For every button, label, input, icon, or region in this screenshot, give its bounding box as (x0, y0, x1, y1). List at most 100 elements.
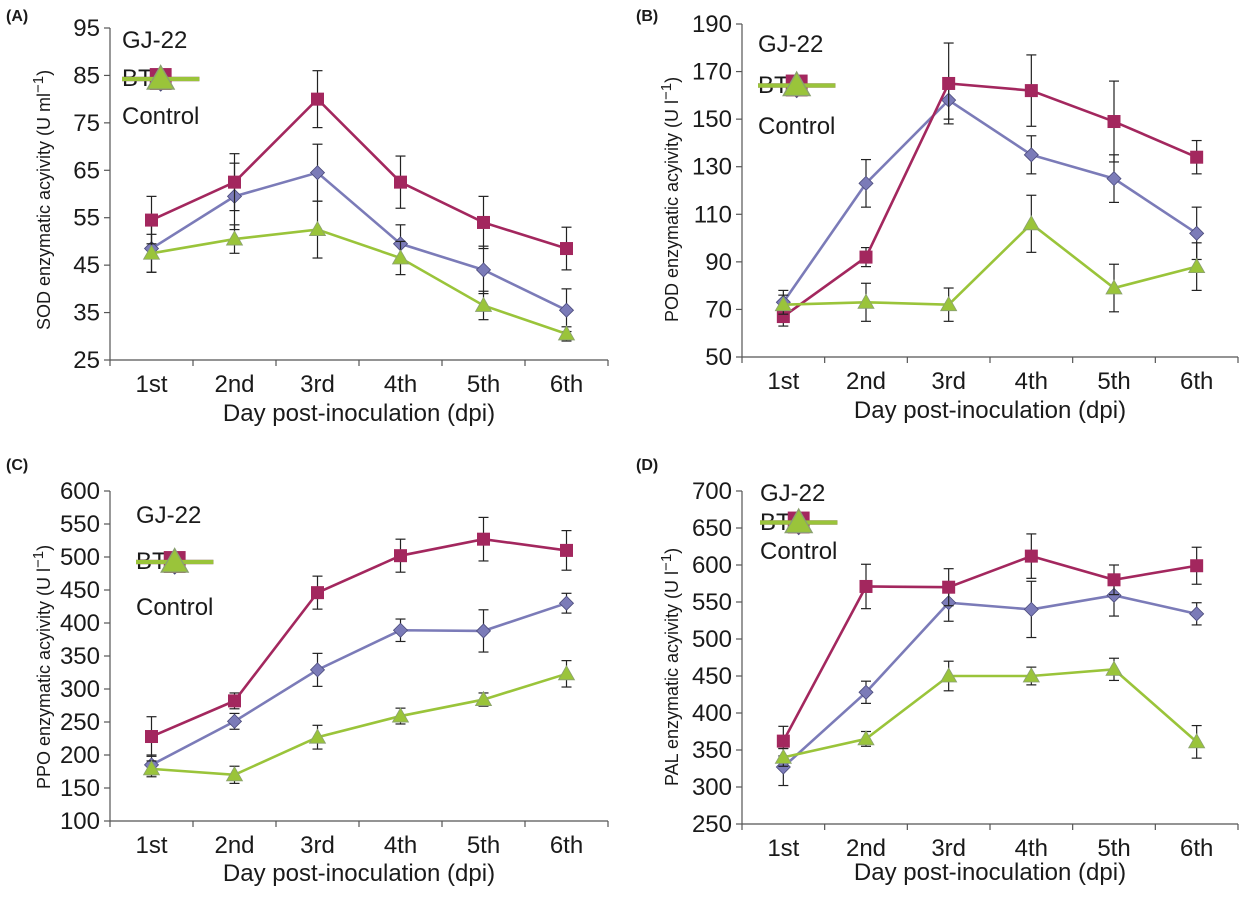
legend-swatch (122, 64, 200, 90)
legend: GJ-22 BTH Control (136, 493, 214, 631)
x-tick-label: 2nd (214, 371, 254, 398)
y-tick-label: 350 (692, 737, 732, 764)
y-tick-label: 50 (705, 344, 732, 371)
data-point (1187, 257, 1206, 274)
series-bth (776, 42, 1204, 327)
data-point (477, 215, 490, 229)
data-point (228, 694, 241, 708)
series-line (151, 672, 567, 777)
x-tick-label: 1st (767, 835, 799, 862)
series-line (150, 601, 567, 767)
y-tick-label: 450 (692, 663, 732, 690)
data-point (560, 543, 573, 557)
chart-panel-c: 100 150 200 250 300 350 400 450 500 550 600 1st 2nd 3… (0, 449, 630, 897)
series-gj-22 (143, 143, 575, 333)
data-point (784, 507, 814, 534)
legend-label: GJ-22 (758, 30, 824, 58)
y-axis-title-sup: −1 (30, 550, 47, 568)
data-point (782, 70, 812, 97)
data-point (394, 549, 407, 563)
data-point (774, 295, 793, 312)
y-tick-label: 600 (60, 478, 100, 505)
x-axis-title: Day post-inoculation (dpi) (222, 860, 496, 887)
x-tick-label: 2nd (846, 835, 886, 862)
data-point (1189, 225, 1205, 241)
data-point (309, 165, 326, 181)
y-tick-label: 300 (60, 676, 100, 703)
series-line (783, 668, 1198, 759)
legend: GJ-22 BTH Control (760, 479, 838, 566)
data-point (558, 595, 575, 611)
data-point (477, 532, 490, 546)
x-tick-label: 6th (1180, 835, 1213, 862)
data-point (308, 220, 327, 236)
series-bth (145, 516, 573, 757)
data-point (1024, 549, 1038, 563)
data-point (939, 667, 958, 683)
series-line (783, 222, 1197, 306)
data-point (1107, 115, 1121, 129)
series-line (150, 537, 567, 738)
legend-swatch (136, 547, 214, 573)
data-point (391, 249, 410, 265)
x-tick-label: 1st (767, 368, 799, 395)
y-axis-title-close: ) (34, 544, 54, 551)
y-tick-label: 45 (73, 252, 100, 279)
legend-label: Control (136, 594, 214, 621)
x-tick-label: 6th (550, 832, 583, 859)
x-tick-label: 5th (467, 832, 500, 859)
x-tick-label: 3rd (931, 835, 966, 862)
y-axis-title-sup: −1 (30, 75, 47, 93)
data-point (225, 765, 244, 782)
series-control (142, 200, 576, 342)
legend-label: Control (760, 537, 838, 565)
data-point (558, 302, 575, 318)
data-point (1107, 573, 1121, 587)
chart-a-svg: 25 35 45 55 65 75 85 95 1st 2nd 3rd 4th 5th 6th (73, 15, 609, 398)
y-axis-title-text: POD enzymatic acyivity (U l (662, 99, 682, 322)
chart-c-svg: 100 150 200 250 300 350 400 450 500 550 600 1st 2nd 3… (60, 478, 609, 859)
y-tick-label: 400 (692, 700, 732, 727)
data-point (560, 242, 573, 256)
series-bth (776, 533, 1204, 757)
chart-panel-b: 50 70 90 110 130 150 170 190 1st 2nd 3rd 4th 5th 6th … (630, 0, 1259, 448)
data-point (225, 230, 244, 246)
y-tick-label: 95 (73, 15, 100, 42)
data-point (1023, 601, 1039, 617)
y-tick-label: 400 (60, 610, 100, 637)
data-point (858, 175, 874, 191)
data-point (145, 213, 158, 227)
data-point (942, 76, 956, 90)
y-tick-label: 550 (692, 589, 732, 616)
legend-swatch (758, 70, 836, 97)
y-tick-label: 100 (60, 808, 100, 835)
x-tick-label: 2nd (846, 368, 886, 395)
panel-label: (D) (636, 457, 659, 474)
y-tick-label: 200 (60, 742, 100, 769)
y-axis-title: PPO enzymatic acyivity (U l−1) (30, 545, 55, 789)
data-point (1189, 606, 1205, 622)
data-point (858, 684, 874, 700)
x-tick-label: 6th (550, 371, 583, 398)
panel-label: (C) (6, 457, 29, 474)
data-point (776, 310, 790, 324)
y-axis-title-sup: −1 (658, 553, 675, 571)
x-tick-label: 6th (1180, 368, 1213, 395)
y-tick-label: 500 (60, 544, 100, 571)
data-point (391, 707, 410, 723)
data-point (145, 730, 158, 744)
data-point (1023, 147, 1039, 163)
y-tick-label: 250 (60, 709, 100, 736)
legend-swatch (760, 507, 838, 534)
data-point (309, 662, 326, 678)
data-point (228, 175, 241, 189)
data-point (394, 175, 407, 189)
x-axis-title: Day post-inoculation (dpi) (853, 397, 1127, 424)
legend-label: GJ-22 (760, 479, 826, 507)
x-tick-label: 5th (1097, 368, 1130, 395)
x-tick-label: 4th (384, 832, 417, 859)
data-point (475, 262, 492, 278)
x-tick-label: 3rd (300, 832, 335, 859)
series-line (150, 97, 567, 250)
legend-item: Control (122, 64, 200, 136)
